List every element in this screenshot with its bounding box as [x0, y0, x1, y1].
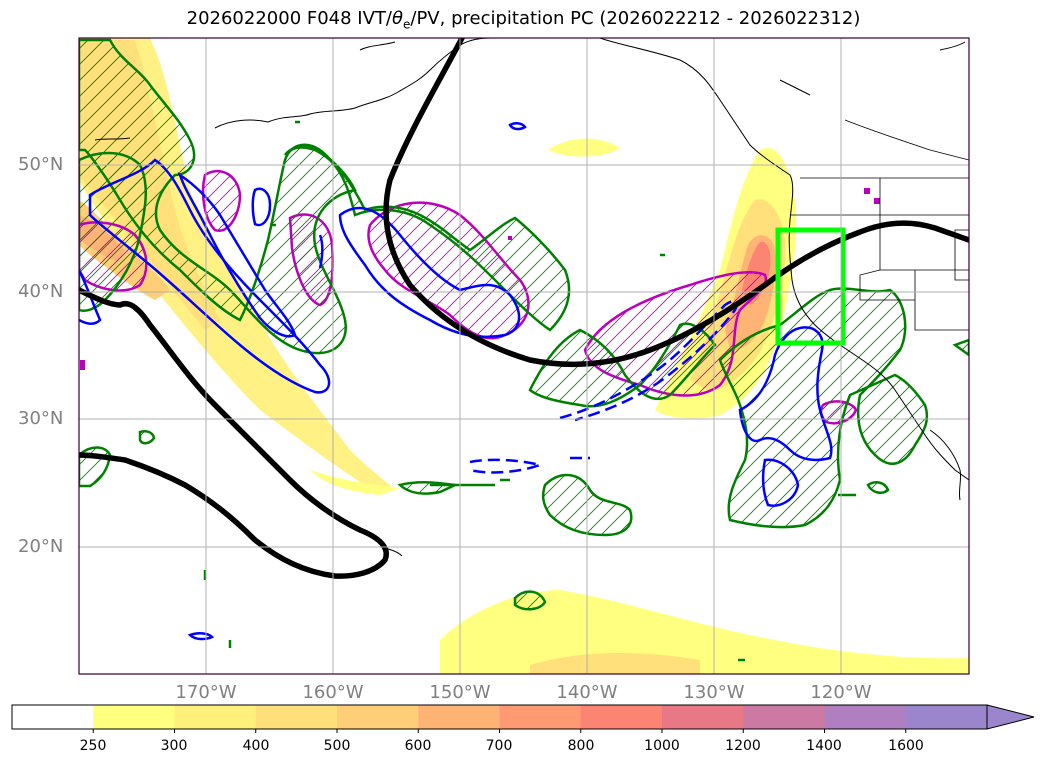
colorbar-cell — [824, 705, 907, 729]
pv-contours — [79, 122, 833, 641]
gridlines — [79, 38, 969, 674]
colorbar-tick-300: 300 — [160, 738, 188, 754]
colorbar-tick-800: 800 — [567, 738, 595, 754]
coastlines — [94, 38, 969, 557]
lon-label-140w: 140°W — [556, 682, 618, 703]
colorbar-tick-250: 250 — [79, 738, 107, 754]
lon-label-120w: 120°W — [810, 682, 872, 703]
lon-label-150w: 150°W — [429, 682, 491, 703]
colorbar-cell — [743, 705, 825, 729]
ivt-colorbar — [11, 704, 1035, 733]
lon-label-170w: 170°W — [175, 682, 237, 703]
colorbar-cell — [662, 705, 744, 729]
colorbar-tick-700: 700 — [485, 738, 513, 754]
highlight-box — [775, 227, 846, 346]
colorbar-cell — [580, 705, 663, 729]
lat-label-50n: 50°N — [18, 154, 64, 175]
lat-label-30n: 30°N — [18, 408, 64, 429]
colorbar-tick-1600: 1600 — [888, 738, 924, 754]
colorbar-cell — [337, 705, 419, 729]
colorbar-cell — [174, 705, 257, 729]
colorbar-tick-400: 400 — [242, 738, 270, 754]
map-frame — [78, 37, 970, 675]
map-title: 2026022000 F048 IVT/θe/PV, precipitation… — [186, 8, 861, 32]
colorbar-tick-600: 600 — [404, 738, 432, 754]
ivt-contours — [79, 38, 969, 579]
colorbar-cell — [12, 705, 94, 729]
country-borders — [790, 119, 969, 331]
lon-label-160w: 160°W — [302, 682, 364, 703]
colorbar-cell — [255, 705, 338, 729]
lat-label-40n: 40°N — [18, 281, 64, 302]
colorbar-cell — [93, 705, 175, 729]
colorbar-cell — [418, 705, 500, 729]
lon-label-130w: 130°W — [683, 682, 745, 703]
colorbar-tick-1000: 1000 — [644, 738, 680, 754]
colorbar-cell — [499, 705, 582, 729]
pv-negative-contours — [469, 299, 739, 474]
colorbar-tick-500: 500 — [323, 738, 351, 754]
colorbar-cell — [905, 705, 988, 729]
colorbar-tick-1400: 1400 — [806, 738, 842, 754]
map-panel — [78, 37, 970, 675]
lat-label-20n: 20°N — [18, 536, 64, 557]
colorbar-tick-1200: 1200 — [725, 738, 761, 754]
theta-e-bits — [203, 120, 856, 662]
colorbar-extend-triangle — [986, 704, 1035, 730]
